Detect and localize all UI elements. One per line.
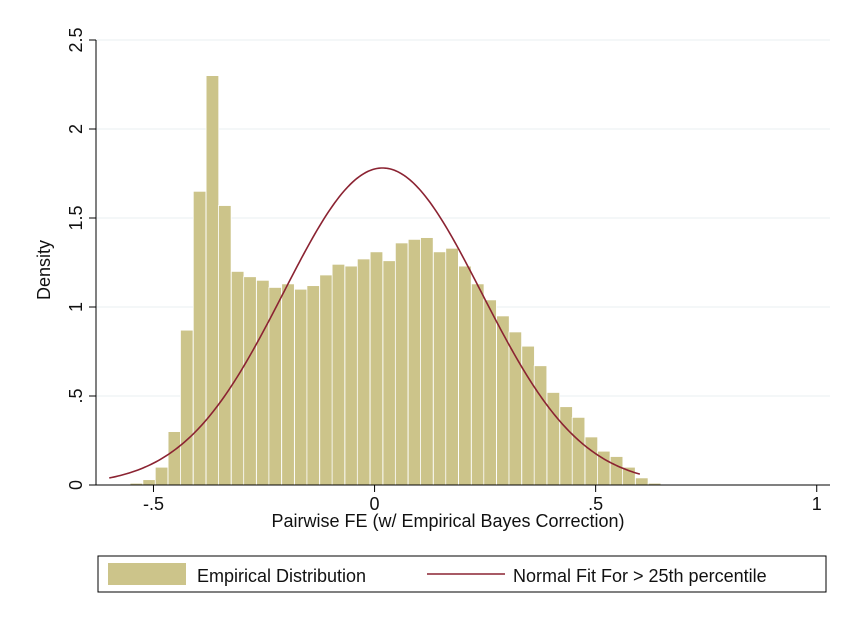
histogram-bar — [533, 365, 548, 486]
histogram-bar — [218, 205, 232, 486]
histogram-bar — [344, 265, 358, 486]
histogram-bar — [521, 345, 535, 486]
histogram-bar — [394, 242, 409, 486]
histogram-bar — [180, 329, 194, 486]
histogram-bar — [205, 75, 220, 486]
histogram-bar — [420, 237, 434, 486]
histogram-bar — [256, 279, 270, 486]
histogram-bar — [319, 274, 333, 486]
y-tick-label: .5 — [66, 388, 86, 403]
y-axis-label: Density — [34, 240, 54, 300]
histogram-bar — [407, 238, 422, 486]
y-tick-label: 2 — [66, 124, 86, 134]
x-tick-label: -.5 — [143, 494, 164, 514]
legend-swatch-empirical — [108, 563, 186, 585]
legend-label-empirical: Empirical Distribution — [197, 566, 366, 586]
histogram-bars — [104, 75, 662, 486]
histogram-bar — [369, 251, 384, 486]
x-tick-label: .5 — [588, 494, 603, 514]
y-tick-label: 0 — [66, 480, 86, 490]
axes — [95, 40, 830, 486]
histogram-bar — [356, 258, 371, 486]
y-tick-label: 2.5 — [66, 27, 86, 52]
x-axis-label: Pairwise FE (w/ Empirical Bayes Correcti… — [271, 511, 624, 531]
histogram-bar — [559, 406, 573, 486]
histogram-bar — [483, 299, 497, 486]
histogram-bar — [331, 263, 346, 486]
histogram-bar — [281, 283, 295, 486]
x-tick-label: 1 — [812, 494, 822, 514]
normal-fit-curve-layer — [109, 167, 641, 479]
histogram-bar — [167, 431, 182, 486]
histogram-bar — [546, 392, 561, 486]
y-tick-label: 1.5 — [66, 205, 86, 230]
y-tick-label: 1 — [66, 302, 86, 312]
legend-label-normal-fit: Normal Fit For > 25th percentile — [513, 566, 767, 586]
legend: Empirical Distribution Normal Fit For > … — [97, 555, 827, 593]
histogram-bar — [142, 479, 156, 486]
histogram-bar — [471, 283, 485, 486]
histogram-bar — [635, 477, 649, 486]
histogram-bar — [458, 265, 472, 486]
x-tick-label: 0 — [370, 494, 380, 514]
histogram-bar — [306, 285, 320, 486]
histogram-bar — [192, 190, 207, 486]
histogram-bar — [154, 466, 169, 486]
histogram-bar — [432, 251, 447, 486]
histogram-bar — [571, 416, 586, 486]
normal-fit-curve — [109, 167, 641, 479]
histogram-bar — [294, 288, 308, 486]
histogram-bar — [243, 276, 257, 486]
y-axis-ticks: 0 .5 1 1.5 2 2.5 — [66, 27, 96, 490]
x-axis-ticks: -.5 0 .5 1 — [143, 485, 822, 514]
histogram-bar — [609, 456, 624, 486]
histogram-bar — [382, 260, 397, 486]
histogram-bar — [445, 247, 459, 486]
histogram-bar — [230, 270, 245, 486]
histogram-bar — [584, 436, 599, 486]
